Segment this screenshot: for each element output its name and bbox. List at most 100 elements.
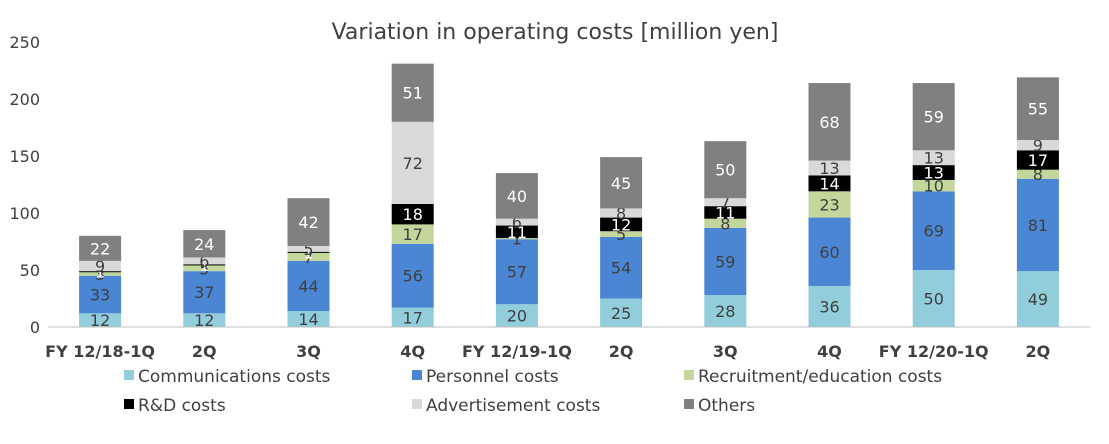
bar-segment bbox=[704, 295, 747, 327]
bar-segment bbox=[704, 218, 747, 228]
data-label: 14 bbox=[298, 310, 318, 329]
x-tick-label: 4Q bbox=[817, 342, 842, 361]
x-tick-label: FY 12/18-1Q bbox=[45, 342, 155, 361]
bar-segment bbox=[1016, 178, 1059, 272]
bar-segment bbox=[912, 150, 955, 166]
bar-segment bbox=[600, 157, 643, 209]
data-label: 8 bbox=[1033, 165, 1043, 184]
bar-segment bbox=[912, 165, 955, 180]
data-label: 11 bbox=[507, 223, 527, 242]
bar-segment bbox=[912, 83, 955, 151]
data-label: 5 bbox=[199, 259, 209, 278]
data-label: 54 bbox=[611, 259, 631, 278]
legend-swatch bbox=[412, 370, 422, 380]
bar-segment bbox=[391, 307, 434, 327]
legend-swatch bbox=[412, 399, 422, 409]
data-label: 59 bbox=[924, 108, 944, 127]
data-label: 3 bbox=[95, 265, 105, 284]
data-label: 28 bbox=[715, 302, 735, 321]
data-label: 11 bbox=[715, 203, 735, 222]
bar-segment bbox=[495, 218, 538, 226]
data-label: 12 bbox=[90, 311, 110, 330]
x-tick-label: FY 12/20-1Q bbox=[879, 342, 989, 361]
data-label: 8 bbox=[616, 204, 626, 223]
data-label: 81 bbox=[1028, 216, 1048, 235]
bar-segment bbox=[79, 260, 122, 272]
data-label: 36 bbox=[819, 297, 839, 316]
y-tick-label: 100 bbox=[9, 204, 40, 223]
x-tick-label: 2Q bbox=[609, 342, 634, 361]
bar-segment bbox=[391, 63, 434, 122]
bar-segment bbox=[183, 264, 226, 266]
bar-segment bbox=[808, 191, 851, 218]
bar-segment bbox=[600, 217, 643, 232]
legend-swatch bbox=[684, 370, 694, 380]
data-label: 1 bbox=[512, 230, 522, 249]
bar-segment bbox=[704, 198, 747, 207]
data-label: 33 bbox=[90, 286, 110, 305]
bar-segment bbox=[79, 275, 122, 314]
y-tick-label: 0 bbox=[30, 318, 40, 337]
bar-segment bbox=[183, 257, 226, 265]
legend-label: Advertisement costs bbox=[426, 396, 600, 416]
bar-segment bbox=[600, 208, 643, 218]
bar-segment bbox=[79, 272, 122, 276]
y-tick-label: 50 bbox=[20, 261, 40, 280]
data-label: 57 bbox=[507, 263, 527, 282]
bar-segment bbox=[391, 243, 434, 308]
y-axis: 0 50 100 150 200 250 bbox=[9, 33, 40, 337]
legend-label: Personnel costs bbox=[426, 367, 559, 387]
bar-segment bbox=[391, 121, 434, 204]
data-label: 10 bbox=[924, 177, 944, 196]
data-label: 60 bbox=[819, 243, 839, 262]
data-label: 68 bbox=[819, 113, 839, 132]
data-label: 1 bbox=[303, 243, 313, 262]
data-label: 6 bbox=[512, 213, 522, 232]
data-label: 13 bbox=[819, 159, 839, 178]
data-label: 12 bbox=[611, 215, 631, 234]
bar-segment bbox=[183, 271, 226, 314]
data-label: 24 bbox=[194, 235, 214, 254]
data-label: 17 bbox=[403, 225, 423, 244]
bar-segment bbox=[183, 265, 226, 272]
data-label: 37 bbox=[194, 283, 214, 302]
x-tick-label: 2Q bbox=[192, 342, 217, 361]
data-label: 17 bbox=[403, 308, 423, 327]
data-label: 5 bbox=[303, 240, 313, 259]
bar-segment bbox=[495, 304, 538, 327]
bar-segment bbox=[183, 230, 226, 258]
bar-segment bbox=[1016, 271, 1059, 327]
bar-segment bbox=[808, 160, 851, 176]
bar-segment bbox=[704, 206, 747, 219]
bar-segment bbox=[1016, 77, 1059, 141]
x-tick-label: 3Q bbox=[713, 342, 738, 361]
bar-segment bbox=[79, 271, 122, 273]
x-tick-label: 4Q bbox=[400, 342, 425, 361]
bar-segment bbox=[808, 285, 851, 327]
data-label: 7 bbox=[720, 193, 730, 212]
data-label: 9 bbox=[95, 257, 105, 276]
x-tick-label: 2Q bbox=[1026, 342, 1051, 361]
data-label: 42 bbox=[298, 213, 318, 232]
bar-segment bbox=[495, 225, 538, 239]
data-label: 49 bbox=[1028, 290, 1048, 309]
data-label: 12 bbox=[194, 311, 214, 330]
data-label: 45 bbox=[611, 174, 631, 193]
bar-segment bbox=[1016, 140, 1059, 151]
y-tick-label: 150 bbox=[9, 147, 40, 166]
data-label: 59 bbox=[715, 252, 735, 271]
bar-segment bbox=[391, 224, 434, 244]
bar-segment bbox=[600, 236, 643, 299]
bar-segment bbox=[495, 238, 538, 240]
data-label: 6 bbox=[199, 252, 209, 271]
data-label: 55 bbox=[1028, 100, 1048, 119]
data-label: 5 bbox=[616, 225, 626, 244]
legend-swatch bbox=[684, 399, 694, 409]
bar-segment bbox=[912, 270, 955, 327]
bar-segment bbox=[495, 173, 538, 219]
bar-segment bbox=[704, 141, 747, 199]
y-tick-label: 200 bbox=[9, 90, 40, 109]
legend-label: Communications costs bbox=[138, 367, 331, 387]
data-label: 22 bbox=[90, 239, 110, 258]
bar-segment bbox=[600, 298, 643, 327]
